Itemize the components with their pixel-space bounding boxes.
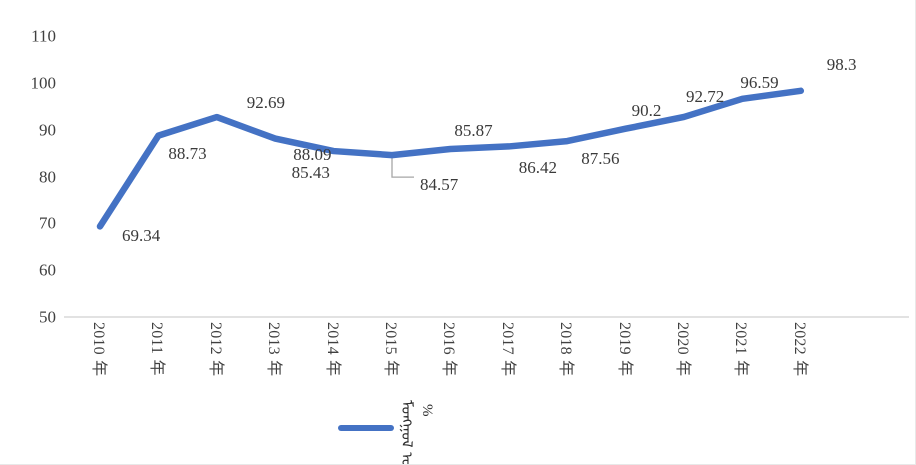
y-axis-tick-label: 90 <box>39 120 56 140</box>
x-axis-tick-year: 2016 <box>440 322 458 355</box>
y-axis-tick-label: 60 <box>39 260 56 280</box>
x-axis-tick-label: 2022 年 <box>790 322 810 377</box>
x-axis-tick-year-unit: 年 <box>440 354 460 377</box>
x-axis-tick-year: 2020 <box>674 322 691 355</box>
data-point-label: 92.72 <box>686 86 725 106</box>
y-axis-tick-label: 70 <box>39 213 56 233</box>
x-axis-tick-year-unit: 年 <box>732 354 752 377</box>
x-axis-tick-year-unit: 年 <box>323 354 343 377</box>
data-point-label: 88.73 <box>168 143 207 163</box>
data-point-label: 90.2 <box>631 100 662 120</box>
data-point-label: 69.34 <box>122 226 161 246</box>
x-axis-tick-year: 2011 <box>148 322 166 355</box>
legend-unit-label: % <box>419 404 435 417</box>
data-point-label: 84.57 <box>420 175 459 195</box>
x-axis-tick-label: 2011 年 <box>148 322 168 376</box>
x-axis-tick-label: 2020 年 <box>673 322 693 377</box>
x-axis-tick-year: 2018 <box>557 322 575 355</box>
x-axis-tick-year-unit: 年 <box>557 354 577 377</box>
y-axis-tick-label: 100 <box>30 73 57 93</box>
x-axis-tick-year-unit: 年 <box>790 354 810 377</box>
data-label-leader-line <box>391 157 414 178</box>
plot-svg <box>64 87 909 318</box>
y-axis-tick-label: 50 <box>39 307 56 327</box>
data-point-label: 96.59 <box>740 72 779 92</box>
x-axis-tick-label: 2012 年 <box>206 322 226 377</box>
x-axis-tick-label: 2019 年 <box>615 322 635 377</box>
x-axis-tick-label: 2013 年 <box>264 322 285 377</box>
x-axis-tick-year: 2015 <box>382 322 399 355</box>
x-axis-tick-year-unit: 年 <box>206 354 226 377</box>
x-axis-tick-label: 2021 年 <box>732 322 752 377</box>
data-point-label: 98.3 <box>826 54 857 74</box>
x-axis-tick-label: 2018 年 <box>556 322 577 377</box>
x-axis-tick-label: 2017 年 <box>498 322 518 377</box>
x-axis-tick-year-unit: 年 <box>674 354 693 377</box>
x-axis-tick-year: 2019 <box>615 322 633 355</box>
data-point-label: 86.42 <box>518 158 558 178</box>
x-axis-tick-year-unit: 年 <box>498 354 518 377</box>
y-axis-tick-label: 80 <box>39 167 56 186</box>
x-axis-tick-label: 2010 年 <box>89 322 109 377</box>
x-axis-tick-year: 2017 <box>498 322 516 355</box>
x-axis-tick-year: 2022 <box>790 322 808 355</box>
legend-color-swatch <box>338 425 394 431</box>
x-axis-tick-label: 2015 年 <box>381 322 401 377</box>
data-point-label: 88.09 <box>293 144 332 164</box>
x-axis-tick-year: 2010 <box>90 322 107 355</box>
data-point-label: 87.56 <box>581 149 620 169</box>
x-axis-tick-year: 2012 <box>206 322 224 355</box>
y-axis: 110 100 90 80 70 60 50 <box>0 0 57 464</box>
x-axis-tick-year-unit: 年 <box>615 354 635 377</box>
data-point-label: 85.87 <box>454 121 493 140</box>
data-point-label: 85.43 <box>291 163 330 183</box>
chart-legend: ᠮᠤᠩᠭᠤᠯ ᠤᠢᠯᠭᠪᠠ % <box>338 398 435 464</box>
y-axis-tick-label: 110 <box>31 26 56 46</box>
x-axis-tick-year-unit: 年 <box>148 354 168 376</box>
legend-series-label: ᠮᠤᠩᠭᠤᠯ ᠤᠢᠯᠭᠪᠠ <box>398 400 416 465</box>
x-axis-tick-year: 2014 <box>323 322 341 355</box>
plot-area <box>64 18 909 318</box>
x-axis-tick-year-unit: 年 <box>382 354 401 377</box>
x-axis-tick-year: 2013 <box>265 322 283 355</box>
series-line-value <box>96 87 805 230</box>
x-axis-tick-label: 2016 年 <box>440 322 460 377</box>
x-axis-tick-year-unit: 年 <box>90 354 109 377</box>
x-axis-tick-label: 2014 年 <box>323 322 343 377</box>
data-point-label: 92.69 <box>246 93 286 113</box>
x-axis-tick-year: 2021 <box>732 322 750 355</box>
x-axis-tick-year-unit: 年 <box>265 354 285 377</box>
